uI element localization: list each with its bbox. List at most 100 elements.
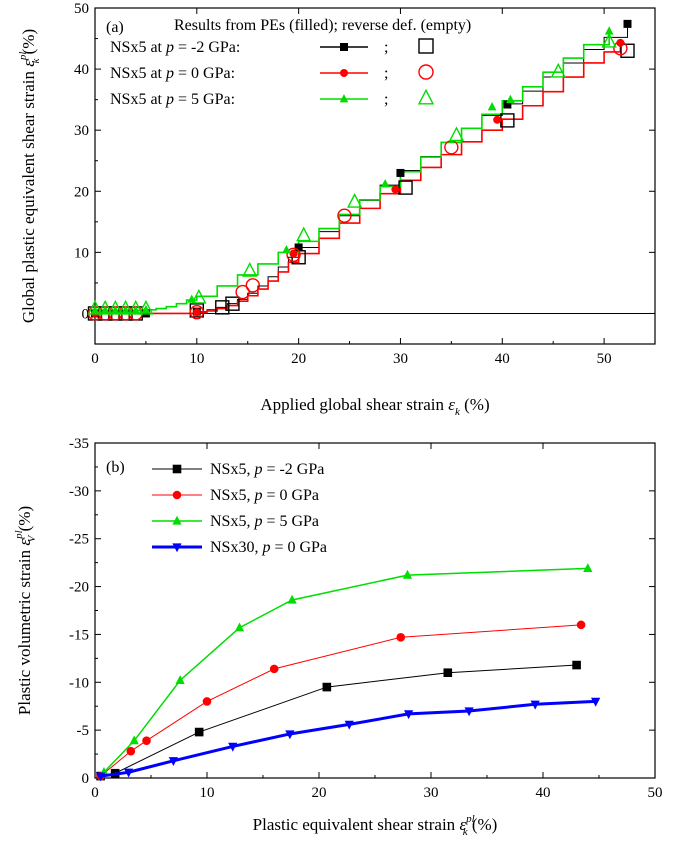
y-axis-label: Global plastic equivalent shear strain ε… bbox=[17, 29, 42, 323]
data-marker bbox=[623, 19, 632, 28]
reverse-marker bbox=[107, 299, 124, 315]
data-marker bbox=[142, 736, 151, 745]
data-marker bbox=[289, 249, 298, 258]
plot-frame bbox=[94, 7, 656, 345]
legend-marker-reverse bbox=[418, 38, 434, 54]
reverse-marker bbox=[225, 296, 240, 311]
series-line bbox=[100, 699, 596, 778]
y-tick-label: -30 bbox=[69, 484, 89, 500]
legend-marker bbox=[172, 515, 182, 525]
data-marker bbox=[464, 707, 474, 717]
data-marker bbox=[344, 720, 354, 730]
data-marker bbox=[187, 294, 197, 303]
y-tick-label: -25 bbox=[69, 532, 89, 548]
series-line bbox=[103, 567, 588, 773]
panel-label: (b) bbox=[106, 459, 125, 476]
y-tick-label: 0 bbox=[82, 771, 90, 787]
data-marker bbox=[576, 620, 586, 630]
reverse-marker bbox=[245, 278, 261, 293]
data-marker bbox=[228, 742, 238, 752]
panel-label: (a) bbox=[106, 19, 124, 36]
y-tick-label: 40 bbox=[74, 62, 89, 78]
x-tick-label: 30 bbox=[393, 351, 408, 367]
x-tick-label: 0 bbox=[91, 785, 99, 801]
x-tick-label: 50 bbox=[597, 351, 612, 367]
reverse-marker bbox=[346, 192, 363, 208]
data-marker bbox=[493, 115, 502, 124]
reverse-marker bbox=[337, 208, 352, 223]
data-marker bbox=[95, 772, 106, 782]
y-tick-label: -15 bbox=[69, 627, 89, 643]
data-marker bbox=[100, 305, 110, 314]
data-marker bbox=[141, 304, 151, 314]
data-marker bbox=[121, 305, 130, 314]
reverse-marker bbox=[242, 262, 258, 277]
x-tick-label: 40 bbox=[495, 351, 510, 367]
data-marker bbox=[192, 308, 201, 317]
series-line bbox=[95, 31, 610, 312]
data-marker bbox=[194, 727, 204, 737]
y-tick-label: 0 bbox=[82, 306, 90, 322]
reverse-marker bbox=[138, 299, 154, 315]
legend-entry-label: NSx5, p = 5 GPa bbox=[210, 513, 319, 530]
legend-marker bbox=[172, 543, 182, 553]
x-axis-label: Applied global shear strain εk (%) bbox=[260, 395, 489, 418]
data-marker bbox=[131, 305, 141, 314]
data-marker bbox=[396, 168, 405, 177]
legend-separator: ; bbox=[384, 91, 388, 108]
reverse-marker bbox=[286, 247, 301, 263]
data-marker bbox=[202, 697, 212, 706]
series-line bbox=[100, 624, 582, 777]
y-tick-label: 50 bbox=[74, 1, 89, 17]
panel-a-chart: 0 10 20 30 40 50 0 10 20 30 40 50 (a) Results from PE… bbox=[17, 1, 656, 418]
data-marker bbox=[604, 26, 614, 35]
x-tick-label: 10 bbox=[200, 785, 215, 801]
data-marker bbox=[572, 660, 581, 670]
legend-marker-reverse bbox=[418, 64, 434, 80]
legend-separator: ; bbox=[384, 65, 388, 82]
legend-entry-label: NSx30, p = 0 GPa bbox=[210, 539, 327, 556]
legend-entry-label: NSx5 at p = -2 GPa: bbox=[110, 39, 240, 56]
reverse-marker bbox=[97, 299, 113, 315]
legend-entry-label: NSx5, p = -2 GPa bbox=[210, 461, 324, 478]
x-axis-label: Plastic equivalent shear strain εpl k (%) bbox=[253, 813, 498, 838]
reverse-marker bbox=[191, 288, 207, 304]
reverse-marker bbox=[128, 299, 144, 315]
y-tick-label: 30 bbox=[74, 123, 89, 139]
reverse-marker bbox=[398, 180, 413, 195]
data-marker bbox=[90, 305, 100, 314]
data-marker bbox=[391, 185, 400, 194]
x-tick-label: 50 bbox=[648, 785, 663, 801]
y-tick-label: -20 bbox=[69, 580, 89, 596]
y-tick-label: -10 bbox=[69, 675, 89, 691]
data-marker bbox=[126, 746, 136, 756]
panel-b-chart: 0 10 20 30 40 50 0 -5 -10 -15 -20 -25 -30 -35 (b) NSx5,… bbox=[13, 436, 663, 838]
data-marker bbox=[234, 622, 245, 632]
data-marker bbox=[583, 563, 593, 573]
legend-separator: ; bbox=[384, 39, 388, 56]
data-marker bbox=[530, 700, 540, 710]
reverse-marker bbox=[296, 226, 312, 242]
reverse-marker bbox=[215, 300, 230, 315]
x-tick-label: 20 bbox=[312, 785, 327, 801]
legend-marker bbox=[172, 490, 182, 500]
y-tick-label: 10 bbox=[74, 245, 89, 261]
data-marker bbox=[380, 179, 390, 188]
reverse-marker bbox=[448, 126, 465, 142]
legend-marker bbox=[339, 94, 349, 103]
legend-marker bbox=[340, 43, 348, 51]
series-line bbox=[95, 42, 622, 315]
data-marker bbox=[396, 633, 406, 642]
data-marker bbox=[168, 757, 179, 767]
data-marker bbox=[402, 569, 413, 579]
data-marker bbox=[285, 730, 295, 740]
data-marker bbox=[616, 38, 625, 47]
y-tick-label: -5 bbox=[77, 723, 90, 739]
data-marker bbox=[129, 735, 139, 745]
y-tick-label: -35 bbox=[69, 436, 89, 452]
legend-marker-reverse bbox=[417, 88, 435, 105]
x-tick-label: 40 bbox=[536, 785, 551, 801]
legend-entry-label: NSx5 at p = 0 GPa: bbox=[110, 65, 235, 82]
data-marker bbox=[322, 682, 332, 692]
